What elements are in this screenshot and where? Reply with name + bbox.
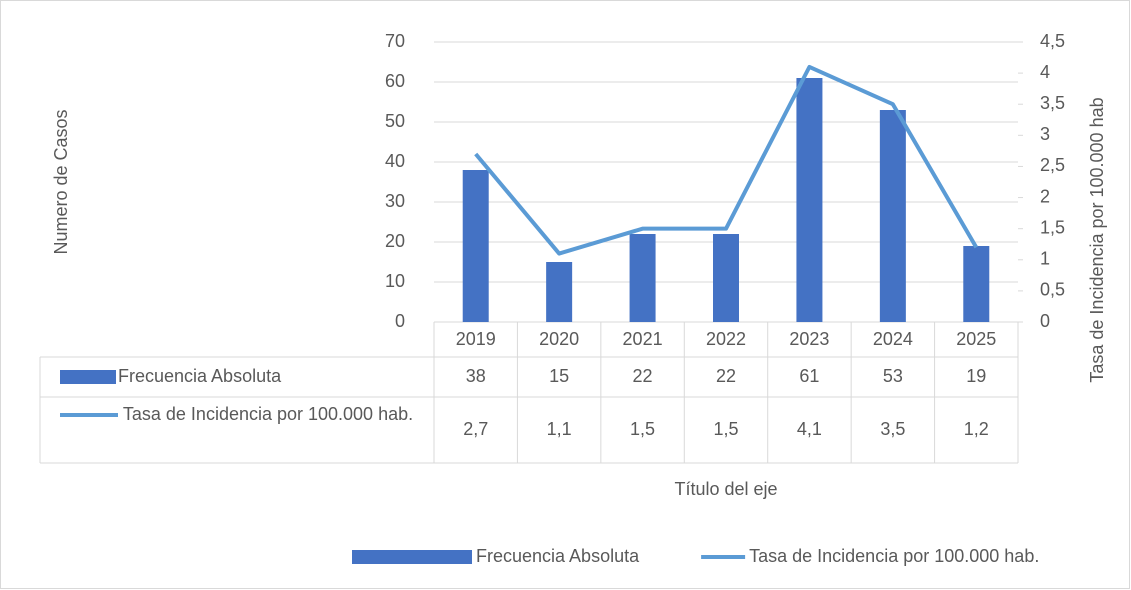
y-tick-label: 50 [385, 111, 405, 131]
y-tick-label: 30 [385, 191, 405, 211]
y-tick-label: 40 [385, 151, 405, 171]
legend-label: Frecuencia Absoluta [476, 546, 640, 566]
table-row-label: Frecuencia Absoluta [118, 366, 282, 386]
table-cell: 61 [799, 366, 819, 386]
y2-tick-label: 1,5 [1040, 217, 1065, 237]
table-cell: 1,5 [630, 419, 655, 439]
table-cell: 4,1 [797, 419, 822, 439]
y-axis-title: Numero de Casos [51, 109, 71, 254]
legend-key [352, 550, 472, 564]
table-row-label-box: Tasa de Incidencia por 100.000 hab. [122, 404, 414, 424]
y2-tick-label: 2,5 [1040, 155, 1065, 175]
table-cell: 22 [716, 366, 736, 386]
table-cell: 22 [633, 366, 653, 386]
bar [546, 262, 573, 322]
table-cell: 3,5 [880, 419, 905, 439]
table-cell: 38 [466, 366, 486, 386]
x-tick-label: 2019 [456, 329, 496, 349]
table-cell: 53 [883, 366, 903, 386]
x-tick-label: 2021 [623, 329, 663, 349]
y2-tick-label: 3 [1040, 124, 1050, 144]
y-tick-label: 20 [385, 231, 405, 251]
table-row-label: Tasa de Incidencia por 100.000 hab. [122, 404, 414, 424]
legend-label: Tasa de Incidencia por 100.000 hab. [749, 546, 1039, 566]
y2-tick-label: 4 [1040, 62, 1050, 82]
y2-tick-label: 2 [1040, 186, 1050, 206]
bar [963, 246, 990, 322]
x-tick-label: 2020 [539, 329, 579, 349]
x-axis-title: Título del eje [674, 479, 777, 499]
bar [713, 234, 739, 322]
y-tick-label: 10 [385, 271, 405, 291]
table-cell: 1,2 [964, 419, 989, 439]
table-cell: 2,7 [463, 419, 488, 439]
bar [629, 234, 656, 322]
table-cell: 1,5 [713, 419, 738, 439]
y-tick-label: 0 [395, 311, 405, 331]
y2-tick-label: 0,5 [1040, 280, 1065, 300]
x-tick-label: 2024 [873, 329, 913, 349]
y-tick-label: 60 [385, 71, 405, 91]
y2-axis-title: Tasa de Incidencia por 100.000 hab [1087, 97, 1107, 382]
line [474, 64, 979, 256]
x-tick-label: 2023 [789, 329, 829, 349]
bar [796, 78, 823, 322]
bar [879, 110, 906, 322]
table-cell: 1,1 [547, 419, 572, 439]
y2-tick-label: 3,5 [1040, 93, 1065, 113]
table-legend-key [60, 370, 116, 384]
table-cell: 19 [966, 366, 986, 386]
y-tick-label: 70 [385, 31, 405, 51]
y2-tick-label: 0 [1040, 311, 1050, 331]
x-tick-label: 2022 [706, 329, 746, 349]
bar [462, 170, 489, 322]
table-cell: 15 [549, 366, 569, 386]
y2-tick-label: 1 [1040, 249, 1050, 269]
y2-tick-label: 4,5 [1040, 31, 1065, 51]
x-tick-label: 2025 [956, 329, 996, 349]
